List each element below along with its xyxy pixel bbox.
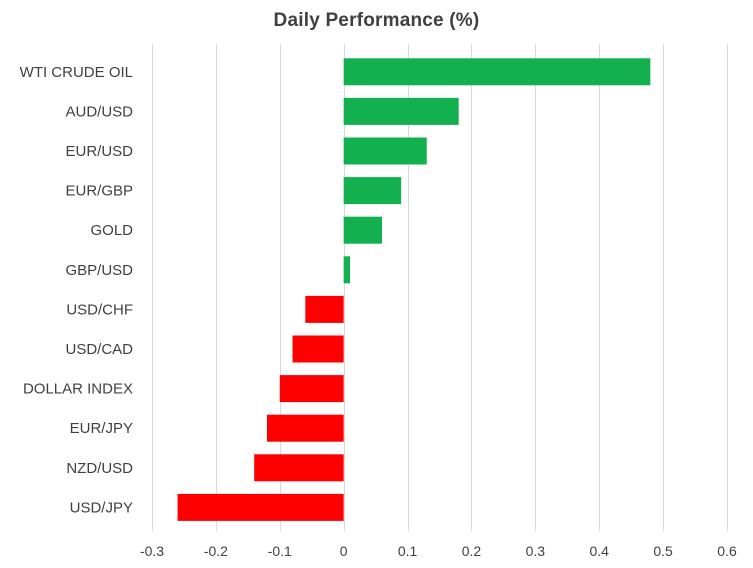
bar (292, 335, 344, 363)
chart-title: Daily Performance (%) (273, 10, 480, 31)
bar (343, 177, 402, 205)
category-label: GOLD (90, 222, 133, 239)
gridlines (152, 44, 728, 532)
category-label: EUR/GBP (65, 183, 133, 200)
category-label: WTI CRUDE OIL (20, 64, 133, 81)
x-tick-label: 0.2 (462, 543, 482, 559)
bar (305, 295, 344, 323)
category-label: EUR/USD (65, 143, 133, 160)
category-labels: WTI CRUDE OIL AUD/USD EUR/USD EUR/GBP GOLD GB… (20, 64, 134, 517)
x-tick-label: 0.3 (526, 543, 546, 559)
category-label: DOLLAR INDEX (23, 381, 133, 398)
category-label: AUD/USD (65, 103, 133, 120)
x-tick-label: 0.1 (398, 543, 418, 559)
category-label: NZD/USD (66, 460, 133, 477)
category-label: USD/JPY (70, 499, 133, 516)
bar (343, 216, 382, 244)
category-label: GBP/USD (65, 262, 133, 279)
bar (343, 97, 459, 125)
bar (279, 375, 344, 403)
bar (343, 256, 351, 284)
x-tick-label: -0.2 (204, 543, 228, 559)
category-label: USD/CHF (66, 301, 133, 318)
x-tick-label: 0.4 (589, 543, 609, 559)
bar (177, 493, 344, 521)
x-tick-label: -0.1 (268, 543, 292, 559)
bar (343, 58, 651, 86)
x-axis-tick-labels: -0.3 -0.2 -0.1 0 0.1 0.2 0.3 0.4 0.5 0.6 (140, 543, 737, 559)
x-tick-label: 0 (340, 543, 348, 559)
bar (343, 137, 427, 165)
x-tick-label: -0.3 (140, 543, 164, 559)
category-label: USD/CAD (65, 341, 133, 358)
x-tick-label: 0.5 (653, 543, 673, 559)
category-label: EUR/JPY (70, 420, 133, 437)
bar (254, 454, 344, 482)
x-tick-label: 0.6 (717, 543, 737, 559)
bars (177, 58, 651, 521)
bar (267, 414, 344, 442)
